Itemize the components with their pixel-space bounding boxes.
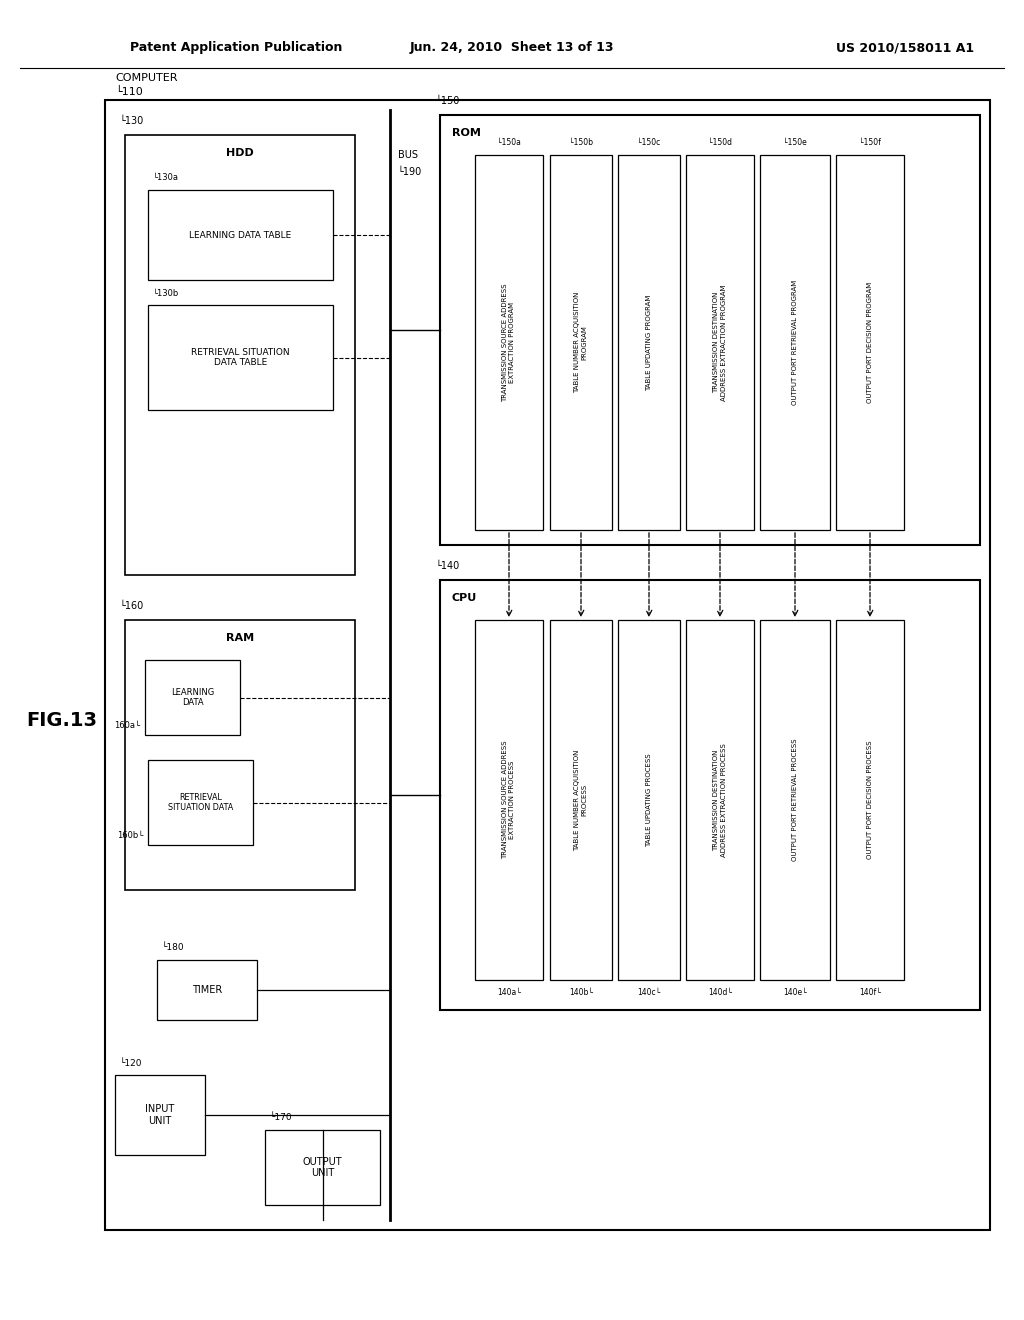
Text: TABLE UPDATING PROGRAM: TABLE UPDATING PROGRAM: [646, 294, 652, 391]
Text: RETRIEVAL
SITUATION DATA: RETRIEVAL SITUATION DATA: [168, 793, 233, 812]
Text: └130: └130: [120, 116, 144, 125]
Text: RETRIEVAL SITUATION
DATA TABLE: RETRIEVAL SITUATION DATA TABLE: [191, 347, 290, 367]
Bar: [125, 620, 355, 890]
Bar: [760, 154, 830, 531]
Text: 160a└: 160a└: [114, 721, 140, 730]
Bar: [148, 190, 333, 280]
Text: LEARNING
DATA: LEARNING DATA: [171, 688, 214, 708]
Text: └140: └140: [435, 561, 459, 572]
Text: └130b: └130b: [153, 289, 179, 297]
Text: TRANSMISSION DESTINATION
ADDRESS EXTRACTION PROCESS: TRANSMISSION DESTINATION ADDRESS EXTRACT…: [714, 743, 726, 857]
Text: TIMER: TIMER: [191, 985, 222, 995]
Text: ROM: ROM: [452, 128, 481, 139]
Bar: [836, 620, 904, 979]
Text: TABLE NUMBER ACQUISITION
PROCESS: TABLE NUMBER ACQUISITION PROCESS: [574, 750, 588, 850]
Text: OUTPUT PORT RETRIEVAL PROCESS: OUTPUT PORT RETRIEVAL PROCESS: [792, 739, 798, 861]
Bar: [105, 100, 990, 1230]
Text: TABLE NUMBER ACQUISITION
PROGRAM: TABLE NUMBER ACQUISITION PROGRAM: [574, 292, 588, 393]
Text: HDD: HDD: [226, 148, 254, 158]
Text: FIG.13: FIG.13: [27, 710, 97, 730]
Text: └150: └150: [435, 96, 460, 106]
Bar: [475, 154, 543, 531]
Text: LEARNING DATA TABLE: LEARNING DATA TABLE: [189, 231, 292, 239]
Text: 140a└: 140a└: [497, 987, 521, 997]
Text: └150d: └150d: [708, 139, 732, 147]
Text: RAM: RAM: [226, 634, 254, 643]
Text: OUTPUT PORT DECISION PROGRAM: OUTPUT PORT DECISION PROGRAM: [867, 282, 873, 403]
Text: Jun. 24, 2010  Sheet 13 of 13: Jun. 24, 2010 Sheet 13 of 13: [410, 41, 614, 54]
Text: └120: └120: [120, 1059, 142, 1068]
Bar: [686, 154, 754, 531]
Text: TRANSMISSION SOURCE ADDRESS
EXTRACTION PROCESS: TRANSMISSION SOURCE ADDRESS EXTRACTION P…: [503, 741, 515, 859]
Bar: [265, 1130, 380, 1205]
Text: └130a: └130a: [153, 173, 179, 182]
Bar: [618, 154, 680, 531]
Text: └160: └160: [120, 601, 144, 611]
Text: OUTPUT PORT DECISION PROCESS: OUTPUT PORT DECISION PROCESS: [867, 741, 873, 859]
Bar: [686, 620, 754, 979]
Bar: [440, 115, 980, 545]
Text: 140c└: 140c└: [637, 987, 660, 997]
Text: 160b└: 160b└: [117, 830, 143, 840]
Text: └170: └170: [270, 1114, 293, 1122]
Text: └150c: └150c: [637, 139, 660, 147]
Bar: [115, 1074, 205, 1155]
Bar: [760, 620, 830, 979]
Text: └190: └190: [398, 168, 422, 177]
Bar: [550, 620, 612, 979]
Bar: [440, 579, 980, 1010]
Text: 140e└: 140e└: [783, 987, 807, 997]
Bar: [550, 154, 612, 531]
Text: 140d└: 140d└: [708, 987, 732, 997]
Bar: [157, 960, 257, 1020]
Bar: [475, 620, 543, 979]
Text: CPU: CPU: [452, 593, 477, 603]
Text: 140f└: 140f└: [859, 987, 881, 997]
Text: TABLE UPDATING PROCESS: TABLE UPDATING PROCESS: [646, 754, 652, 847]
Text: COMPUTER: COMPUTER: [115, 73, 177, 83]
Bar: [145, 660, 240, 735]
Text: └150f: └150f: [859, 139, 881, 147]
Bar: [148, 760, 253, 845]
Text: └150a: └150a: [497, 139, 521, 147]
Bar: [148, 305, 333, 411]
Text: TRANSMISSION SOURCE ADDRESS
EXTRACTION PROGRAM: TRANSMISSION SOURCE ADDRESS EXTRACTION P…: [503, 284, 515, 401]
Bar: [618, 620, 680, 979]
Text: OUTPUT PORT RETRIEVAL PROGRAM: OUTPUT PORT RETRIEVAL PROGRAM: [792, 280, 798, 405]
Text: BUS: BUS: [398, 150, 418, 160]
Text: └150e: └150e: [783, 139, 807, 147]
Bar: [836, 154, 904, 531]
Bar: [125, 135, 355, 576]
Text: 140b└: 140b└: [569, 987, 593, 997]
Text: └150b: └150b: [569, 139, 593, 147]
Text: └110: └110: [115, 87, 142, 98]
Text: Patent Application Publication: Patent Application Publication: [130, 41, 342, 54]
Text: US 2010/158011 A1: US 2010/158011 A1: [836, 41, 974, 54]
Text: INPUT
UNIT: INPUT UNIT: [145, 1105, 175, 1126]
Text: TRANSMISSION DESTINATION
ADDRESS EXTRACTION PROGRAM: TRANSMISSION DESTINATION ADDRESS EXTRACT…: [714, 284, 726, 401]
Text: OUTPUT
UNIT: OUTPUT UNIT: [303, 1156, 342, 1179]
Text: └180: └180: [162, 944, 184, 953]
